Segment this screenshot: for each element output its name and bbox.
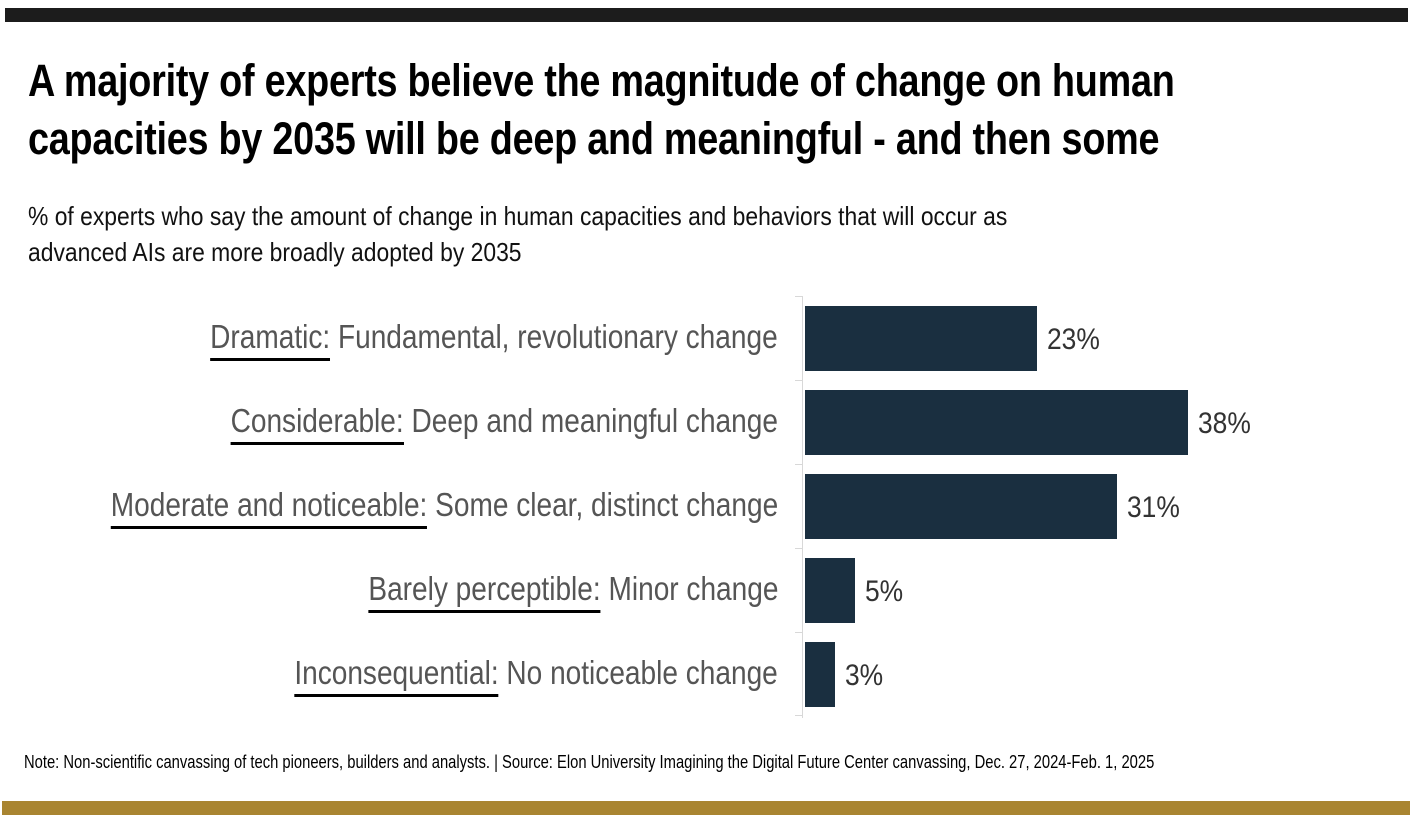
source-note: Note: Non-scientific canvassing of tech … [24, 752, 1155, 772]
category-name: Barely perceptible: [367, 570, 601, 613]
data-label: 38% [1197, 407, 1251, 440]
data-label: 5% [865, 575, 904, 608]
top-border-bar [5, 8, 1408, 22]
data-label: 31% [1127, 491, 1180, 524]
chart-subtitle: % of experts who say the amount of chang… [28, 198, 1007, 270]
category-label: Considerable: Deep and meaningful change [230, 401, 778, 445]
title-line-2: capacities by 2035 will be deep and mean… [28, 113, 1160, 164]
title-line-1: A majority of experts believe the magnit… [28, 55, 1175, 106]
category-name: Moderate and noticeable: [110, 486, 428, 529]
data-label: 23% [1046, 323, 1100, 356]
category-label: Moderate and noticeable: Some clear, dis… [110, 485, 778, 529]
axis-tick [795, 632, 803, 633]
category-label: Inconsequential: No noticeable change [294, 653, 778, 697]
subtitle-line-2: advanced AIs are more broadly adopted by… [28, 237, 522, 267]
axis-tick [795, 715, 803, 716]
bar [805, 642, 836, 707]
category-description: Fundamental, revolutionary change [330, 318, 778, 355]
category-description: Minor change [600, 570, 778, 607]
axis-tick [795, 296, 803, 297]
chart-title: A majority of experts believe the magnit… [28, 52, 1175, 168]
category-label: Dramatic: Fundamental, revolutionary cha… [210, 317, 778, 361]
category-description: Some clear, distinct change [427, 486, 778, 523]
bar [805, 474, 1118, 539]
category-name: Inconsequential: [294, 654, 499, 697]
category-description: No noticeable change [498, 654, 778, 691]
bottom-border-bar [2, 801, 1410, 815]
bar [805, 306, 1037, 371]
bar [805, 390, 1188, 455]
axis-tick [795, 380, 803, 381]
category-name: Considerable: [230, 402, 404, 445]
category-description: Deep and meaningful change [403, 402, 778, 439]
axis-tick [795, 548, 803, 549]
bar [805, 558, 856, 623]
category-axis-line [802, 296, 803, 718]
subtitle-line-1: % of experts who say the amount of chang… [28, 201, 1008, 231]
category-name: Dramatic: [210, 318, 331, 361]
axis-tick [795, 464, 803, 465]
data-label: 3% [845, 659, 884, 692]
category-label: Barely perceptible: Minor change [367, 569, 778, 613]
